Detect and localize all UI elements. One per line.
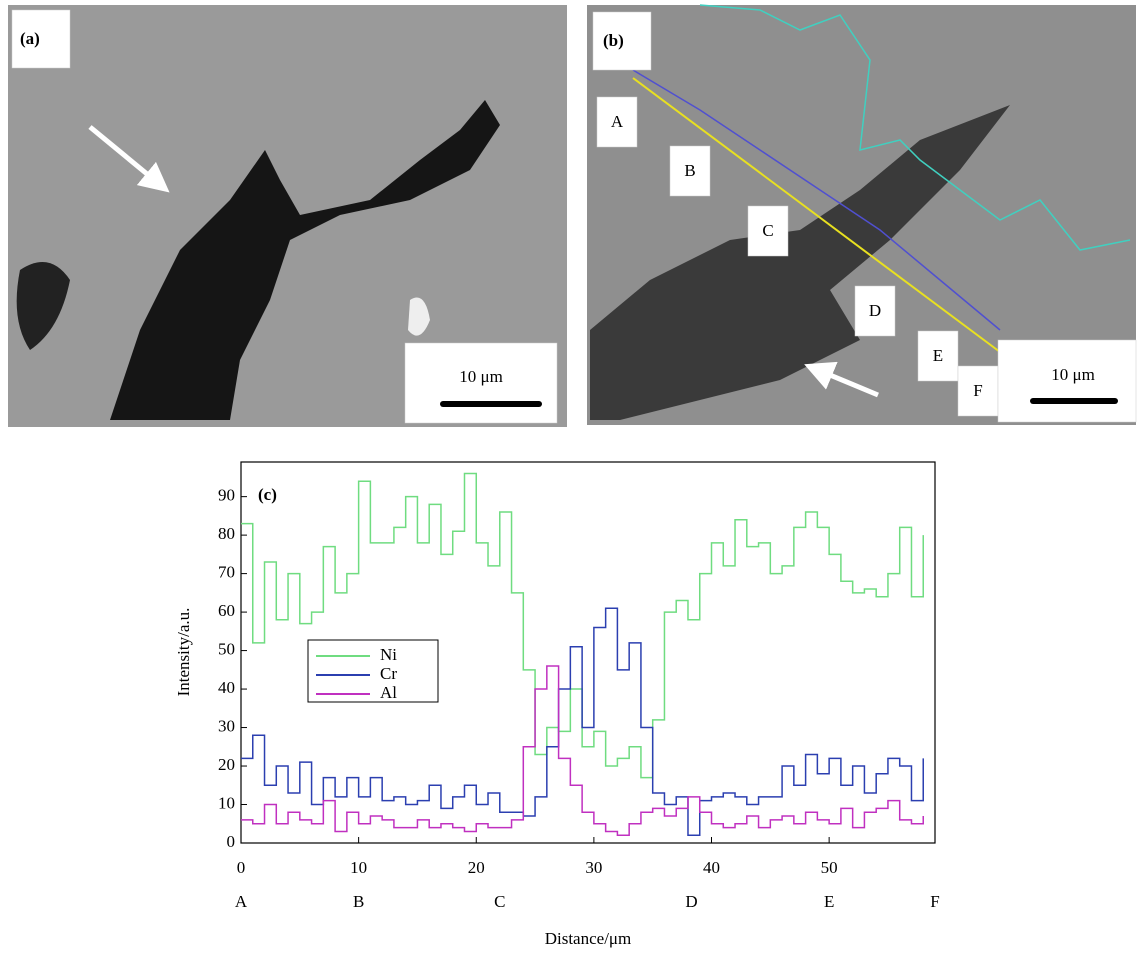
scale-bar-label: 10 μm: [1051, 365, 1095, 384]
position-label: D: [685, 892, 697, 911]
x-tick-label: 20: [468, 858, 485, 877]
scale-bar-label: 10 μm: [459, 367, 503, 386]
position-label: E: [824, 892, 834, 911]
x-tick-label: 10: [350, 858, 367, 877]
y-tick-label: 50: [218, 639, 235, 658]
point-label: C: [762, 221, 773, 240]
point-label: F: [973, 381, 982, 400]
panel-label: (c): [258, 485, 277, 504]
x-tick-label: 30: [585, 858, 602, 877]
point-label: A: [611, 112, 624, 131]
y-tick-label: 20: [218, 755, 235, 774]
position-label: B: [353, 892, 364, 911]
figure: (a) 10 μm (b) A B C D E F 10 μm (c) Distance/…: [0, 0, 1140, 949]
micrograph-a: (a) 10 μm: [8, 5, 567, 427]
x-axis-title: Distance/μm: [545, 929, 632, 948]
line-chart: (c) Distance/μm Intensity/a.u. 0 10 20 30 40…: [174, 462, 940, 948]
point-label: D: [869, 301, 881, 320]
y-tick-label: 30: [218, 716, 235, 735]
y-tick-label: 70: [218, 563, 235, 582]
point-label: B: [684, 161, 695, 180]
y-tick-label: 0: [227, 832, 236, 851]
position-label: F: [930, 892, 939, 911]
x-tick-label: 0: [237, 858, 246, 877]
position-label: C: [494, 892, 505, 911]
panel-label: (a): [20, 29, 40, 48]
legend: [308, 640, 438, 702]
micrograph-b: (b) A B C D E F 10 μm: [587, 5, 1136, 425]
legend-label: Al: [380, 683, 397, 702]
point-label: E: [933, 346, 943, 365]
y-tick-label: 90: [218, 486, 235, 505]
position-label: A: [235, 892, 248, 911]
legend-label: Ni: [380, 645, 397, 664]
y-tick-label: 40: [218, 678, 235, 697]
x-tick-label: 50: [821, 858, 838, 877]
y-tick-label: 60: [218, 601, 235, 620]
y-tick-label: 80: [218, 524, 235, 543]
panel-label: (b): [603, 31, 624, 50]
x-tick-label: 40: [703, 858, 720, 877]
series-line: [241, 474, 923, 778]
y-tick-label: 10: [218, 793, 235, 812]
legend-label: Cr: [380, 664, 397, 683]
y-axis-title: Intensity/a.u.: [174, 608, 193, 697]
